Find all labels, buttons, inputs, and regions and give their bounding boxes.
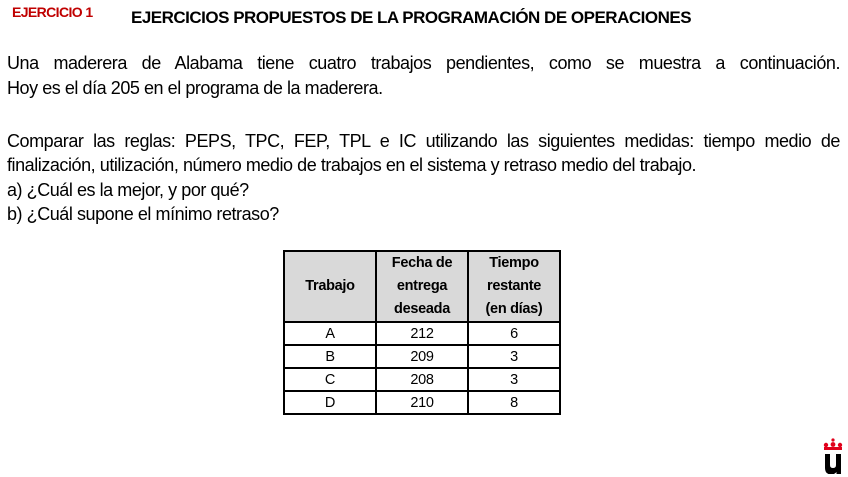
paragraph-1-line-2: Hoy es el día 205 en el programa de la m… bbox=[7, 78, 383, 98]
header-text: Tiempo bbox=[489, 255, 539, 271]
cell: 209 bbox=[375, 344, 469, 369]
cell: 3 bbox=[467, 344, 561, 369]
university-logo bbox=[823, 438, 843, 474]
cell: 6 bbox=[467, 321, 561, 346]
header-text: entrega bbox=[396, 278, 448, 294]
table-row: B 209 3 bbox=[283, 344, 561, 369]
question-a: a) ¿Cuál es la mejor, y por qué? bbox=[7, 180, 249, 200]
header-tiempo: Tiempo restante (en días) bbox=[467, 250, 561, 323]
paragraph-2-line-1: Comparar las reglas: PEPS, TPC, FEP, TPL… bbox=[7, 131, 840, 151]
question-b: b) ¿Cuál supone el mínimo retraso? bbox=[7, 204, 279, 224]
table-row: A 212 6 bbox=[283, 321, 561, 346]
paragraph-1-line-1: Una maderera de Alabama tiene cuatro tra… bbox=[7, 53, 840, 73]
header-fecha: Fecha de entrega deseada bbox=[375, 250, 469, 323]
table-row: C 208 3 bbox=[283, 367, 561, 392]
cell: 3 bbox=[467, 367, 561, 392]
header-text: Fecha de bbox=[391, 255, 453, 271]
cell: D bbox=[283, 390, 377, 415]
crown-icon bbox=[823, 438, 843, 450]
header-text: deseada bbox=[394, 301, 450, 317]
cell: 212 bbox=[375, 321, 469, 346]
cell: 210 bbox=[375, 390, 469, 415]
exercise-label: EJERCICIO 1 bbox=[12, 4, 93, 20]
table-header-row: Trabajo Fecha de entrega deseada Tiempo … bbox=[283, 250, 561, 323]
header-text: restante bbox=[486, 278, 541, 294]
cell: C bbox=[283, 367, 377, 392]
header-text: Trabajo bbox=[305, 278, 355, 294]
jobs-table: Trabajo Fecha de entrega deseada Tiempo … bbox=[283, 250, 561, 415]
header-text: (en días) bbox=[485, 301, 543, 317]
page-title: EJERCICIOS PROPUESTOS DE LA PROGRAMACIÓN… bbox=[131, 8, 692, 27]
table-row: D 210 8 bbox=[283, 390, 561, 415]
cell: 8 bbox=[467, 390, 561, 415]
cell: A bbox=[283, 321, 377, 346]
cell: B bbox=[283, 344, 377, 369]
paragraph-2-line-2: finalización, utilización, número medio … bbox=[7, 155, 697, 175]
header-trabajo: Trabajo bbox=[283, 250, 377, 323]
cell: 208 bbox=[375, 367, 469, 392]
